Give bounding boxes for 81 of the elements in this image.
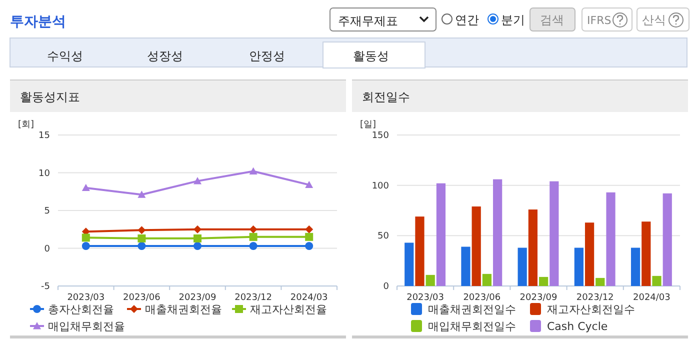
point <box>82 234 90 242</box>
point <box>138 234 146 242</box>
text: 활동성 <box>353 49 389 63</box>
y-axis-title: [일] <box>360 120 376 130</box>
text: 투자분석 <box>10 14 66 30</box>
y-tick-label: -5 <box>41 282 50 292</box>
bar <box>574 248 584 286</box>
y-tick-label: 100 <box>372 181 390 192</box>
bar <box>426 274 435 286</box>
bar <box>550 181 559 286</box>
legend-label: 매출채권회전율 <box>145 303 222 316</box>
text: 검색 <box>540 13 564 27</box>
text: 수익성 <box>47 49 83 63</box>
bar <box>528 209 538 286</box>
x-tick-label: 2023/12 <box>576 293 614 303</box>
legend-label: Cash Cycle <box>547 320 608 333</box>
point <box>249 232 258 241</box>
x-tick-label: 2023/03 <box>67 293 105 303</box>
bar <box>415 216 424 286</box>
x-tick-label: 2023/06 <box>123 293 161 303</box>
bar <box>436 183 446 286</box>
x-tick-label: 2024/03 <box>633 293 670 303</box>
text: 안정성 <box>249 49 285 63</box>
bar <box>493 179 502 286</box>
point <box>138 190 146 198</box>
y-tick-label: 15 <box>38 131 50 141</box>
point <box>194 234 202 242</box>
x-tick-label: 2023/12 <box>234 293 272 303</box>
x-tick-label: 2023/09 <box>520 293 558 303</box>
text: 산식 <box>642 13 666 27</box>
bar <box>461 246 470 286</box>
chart-title: 회전일수 <box>362 90 410 104</box>
point <box>305 242 314 250</box>
bar <box>606 192 616 286</box>
bar <box>539 276 548 286</box>
legend-label: 재고자산회전율 <box>250 303 327 316</box>
bar <box>630 248 640 286</box>
text: 성장성 <box>147 49 183 63</box>
point <box>138 242 146 250</box>
legend-label: 매출채권회전일수 <box>428 303 516 316</box>
point <box>305 225 314 234</box>
bar <box>472 206 481 286</box>
point <box>82 242 90 250</box>
bar <box>652 276 662 286</box>
x-tick-label: 2023/09 <box>178 293 216 303</box>
y-tick-label: 10 <box>38 168 50 179</box>
y-tick-label: 50 <box>378 232 390 242</box>
point <box>82 184 90 192</box>
point <box>194 242 202 250</box>
y-tick-label: 0 <box>44 244 50 254</box>
bar <box>662 193 672 286</box>
point <box>138 226 146 234</box>
bar <box>482 274 492 286</box>
x-tick-label: 2023/03 <box>406 293 444 303</box>
text: 주재무제표 <box>338 14 398 28</box>
bar <box>584 222 594 286</box>
bar <box>518 248 527 286</box>
legend-label: 재고자산회전일수 <box>547 303 635 316</box>
legend-label: 총자산회전율 <box>48 303 114 316</box>
chart-title: 활동성지표 <box>20 90 80 104</box>
point <box>194 177 202 184</box>
y-tick-label: 150 <box>372 131 390 141</box>
text: 분기 <box>501 13 525 27</box>
text: IFRS <box>587 14 612 27</box>
point <box>305 232 314 241</box>
bar <box>404 242 414 286</box>
text: 연간 <box>455 13 479 27</box>
y-tick-label: 5 <box>44 206 50 216</box>
y-tick-label: 0 <box>383 282 390 292</box>
point <box>305 180 314 188</box>
bar <box>596 278 605 286</box>
x-tick-label: 2023/06 <box>463 293 501 303</box>
point <box>249 225 258 234</box>
point <box>194 225 202 234</box>
point <box>249 242 258 250</box>
bar <box>642 222 651 286</box>
x-tick-label: 2024/03 <box>290 293 328 303</box>
legend-label: 매입채무회전일수 <box>428 320 516 333</box>
point <box>249 167 258 174</box>
y-axis-title: [회] <box>18 120 34 130</box>
legend-label: 매입채무회전율 <box>48 320 125 333</box>
